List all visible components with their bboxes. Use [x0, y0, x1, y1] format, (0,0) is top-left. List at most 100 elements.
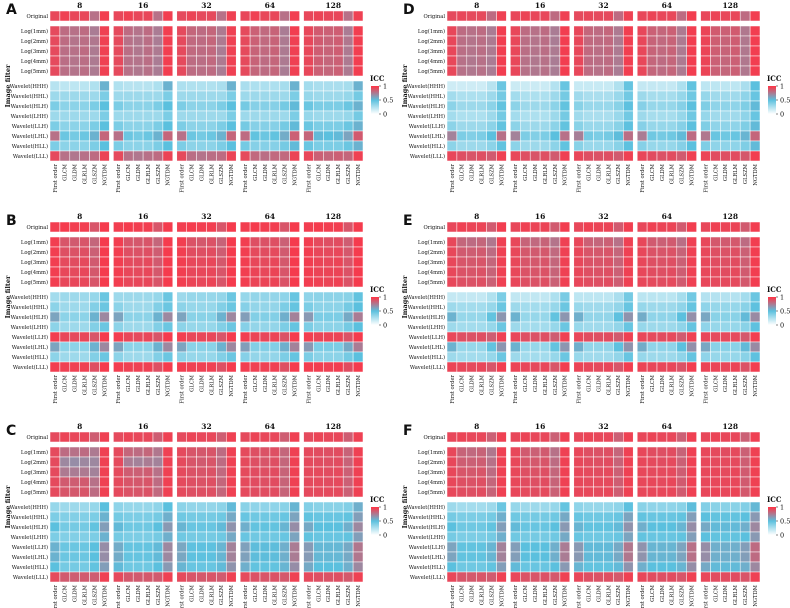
- column-label: GLSZM: [553, 584, 559, 605]
- heatmap-cell: [323, 246, 334, 258]
- heatmap-cell: [216, 266, 227, 278]
- heatmap-cell: [142, 100, 154, 112]
- heatmap-cell: [239, 291, 251, 303]
- heatmap-cell: [123, 571, 134, 583]
- heatmap-cell: [593, 55, 604, 67]
- heatmap-cell: [142, 466, 154, 478]
- heatmap-cell: [89, 486, 100, 498]
- heatmap-cell: [342, 100, 354, 112]
- heatmap-cell: [466, 80, 477, 92]
- heatmap-cell: [710, 65, 721, 77]
- heatmap-cell: [99, 521, 110, 533]
- heatmap-cell: [79, 90, 90, 102]
- heatmap-cell: [456, 456, 468, 468]
- heatmap-cell: [186, 561, 197, 573]
- column-label: GLSZM: [92, 163, 98, 184]
- heatmap-cell: [49, 331, 61, 343]
- heatmap-cell: [646, 25, 658, 37]
- heatmap-cell: [69, 25, 80, 37]
- heatmap-cell: [49, 571, 61, 583]
- heatmap-cell: [79, 55, 90, 67]
- heatmap-cell: [686, 276, 697, 288]
- heatmap-cell: [486, 341, 497, 353]
- heatmap-cell: [510, 521, 521, 533]
- heatmap-cell: [216, 531, 227, 543]
- heatmap-cell: [342, 110, 354, 122]
- heatmap-cell: [529, 521, 541, 533]
- heatmap-cell: [656, 221, 668, 233]
- row-label: Wavelet(LHL): [12, 344, 48, 351]
- heatmap-cell: [446, 140, 458, 152]
- heatmap-cell: [162, 110, 174, 122]
- column-label: First order: [116, 584, 122, 608]
- heatmap-cell: [529, 65, 541, 77]
- heatmap-cell: [539, 311, 551, 323]
- heatmap-cell: [123, 90, 134, 102]
- heatmap-cell: [749, 266, 761, 278]
- heatmap-cell: [730, 321, 741, 333]
- row-label: Log(1mm): [21, 239, 48, 246]
- heatmap-cell: [559, 501, 571, 513]
- heatmap-cell: [686, 80, 697, 92]
- heatmap-cell: [613, 531, 624, 543]
- group-header: 128: [325, 212, 341, 221]
- heatmap-cell: [269, 561, 281, 573]
- heatmap-cell: [496, 110, 507, 122]
- heatmap-cell: [303, 246, 314, 258]
- heatmap-cell: [162, 140, 174, 152]
- heatmap-cell: [352, 466, 364, 478]
- heatmap-cell: [676, 321, 687, 333]
- heatmap-cell: [446, 466, 458, 478]
- heatmap-cell: [686, 140, 697, 152]
- heatmap-cell: [289, 10, 300, 22]
- heatmap-cell: [123, 266, 134, 278]
- heatmap-cell: [583, 361, 594, 373]
- heatmap-cell: [196, 140, 207, 152]
- heatmap-cell: [486, 10, 497, 22]
- heatmap-cell: [59, 301, 71, 313]
- heatmap-cell: [89, 266, 100, 278]
- heatmap-cell: [279, 291, 290, 303]
- heatmap-cell: [549, 80, 561, 92]
- heatmap-cell: [666, 150, 678, 162]
- heatmap-cell: [162, 511, 174, 523]
- heatmap-cell: [176, 236, 187, 248]
- heatmap-cell: [456, 130, 468, 142]
- heatmap-cell: [206, 65, 217, 77]
- column-label: NGTDM: [166, 374, 172, 396]
- heatmap-cell: [49, 90, 61, 102]
- heatmap-cell: [352, 140, 364, 152]
- heatmap-cell: [303, 65, 314, 77]
- heatmap-cell: [303, 311, 314, 323]
- heatmap-cell: [730, 276, 741, 288]
- heatmap-cell: [656, 561, 668, 573]
- heatmap-cell: [186, 321, 197, 333]
- heatmap-cell: [239, 531, 251, 543]
- heatmap-cell: [142, 571, 154, 583]
- heatmap-cell: [559, 236, 571, 248]
- column-label: GLSZM: [156, 374, 162, 395]
- column-label: GLDM: [596, 584, 602, 602]
- heatmap-cell: [749, 511, 761, 523]
- row-label: Log(1mm): [418, 28, 445, 35]
- heatmap-cell: [686, 361, 697, 373]
- heatmap-cell: [739, 466, 751, 478]
- heatmap-cell: [573, 140, 584, 152]
- heatmap-cell: [186, 80, 197, 92]
- heatmap-cell: [676, 486, 687, 498]
- heatmap-cell: [226, 246, 237, 258]
- heatmap-cell: [456, 276, 468, 288]
- heatmap-cell: [176, 541, 187, 553]
- heatmap-cell: [510, 446, 521, 458]
- heatmap-cell: [123, 221, 134, 233]
- heatmap-cell: [176, 571, 187, 583]
- heatmap-cell: [613, 331, 624, 343]
- heatmap-cell: [710, 331, 721, 343]
- heatmap-cell: [720, 10, 731, 22]
- row-label: Wavelet(HLL): [12, 354, 48, 361]
- heatmap-cell: [613, 221, 624, 233]
- heatmap-cell: [186, 331, 197, 343]
- heatmap-cell: [749, 120, 761, 132]
- heatmap-cell: [510, 541, 521, 553]
- heatmap-cell: [636, 341, 648, 353]
